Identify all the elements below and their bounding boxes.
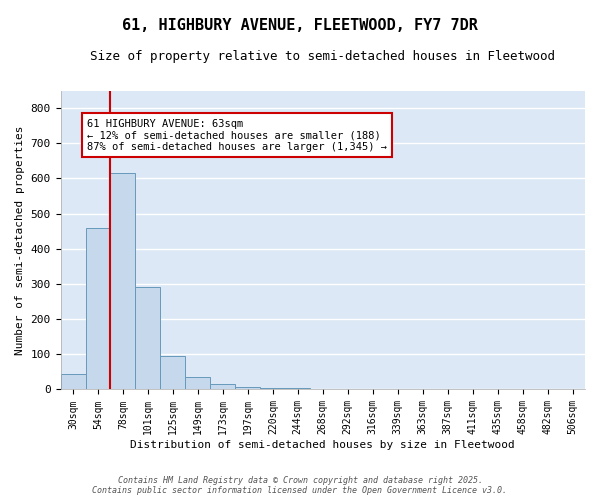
Text: Contains HM Land Registry data © Crown copyright and database right 2025.
Contai: Contains HM Land Registry data © Crown c… <box>92 476 508 495</box>
Title: Size of property relative to semi-detached houses in Fleetwood: Size of property relative to semi-detach… <box>90 50 555 63</box>
Bar <box>286 388 310 390</box>
Bar <box>235 386 260 390</box>
Bar <box>110 173 136 390</box>
X-axis label: Distribution of semi-detached houses by size in Fleetwood: Distribution of semi-detached houses by … <box>130 440 515 450</box>
Bar <box>160 356 185 390</box>
Bar <box>185 377 211 390</box>
Bar <box>61 374 86 390</box>
Y-axis label: Number of semi-detached properties: Number of semi-detached properties <box>15 126 25 355</box>
Bar <box>86 228 110 390</box>
Text: 61 HIGHBURY AVENUE: 63sqm
← 12% of semi-detached houses are smaller (188)
87% of: 61 HIGHBURY AVENUE: 63sqm ← 12% of semi-… <box>87 118 387 152</box>
Text: 61, HIGHBURY AVENUE, FLEETWOOD, FY7 7DR: 61, HIGHBURY AVENUE, FLEETWOOD, FY7 7DR <box>122 18 478 32</box>
Bar <box>136 288 160 390</box>
Bar <box>211 384 235 390</box>
Bar <box>260 388 286 390</box>
